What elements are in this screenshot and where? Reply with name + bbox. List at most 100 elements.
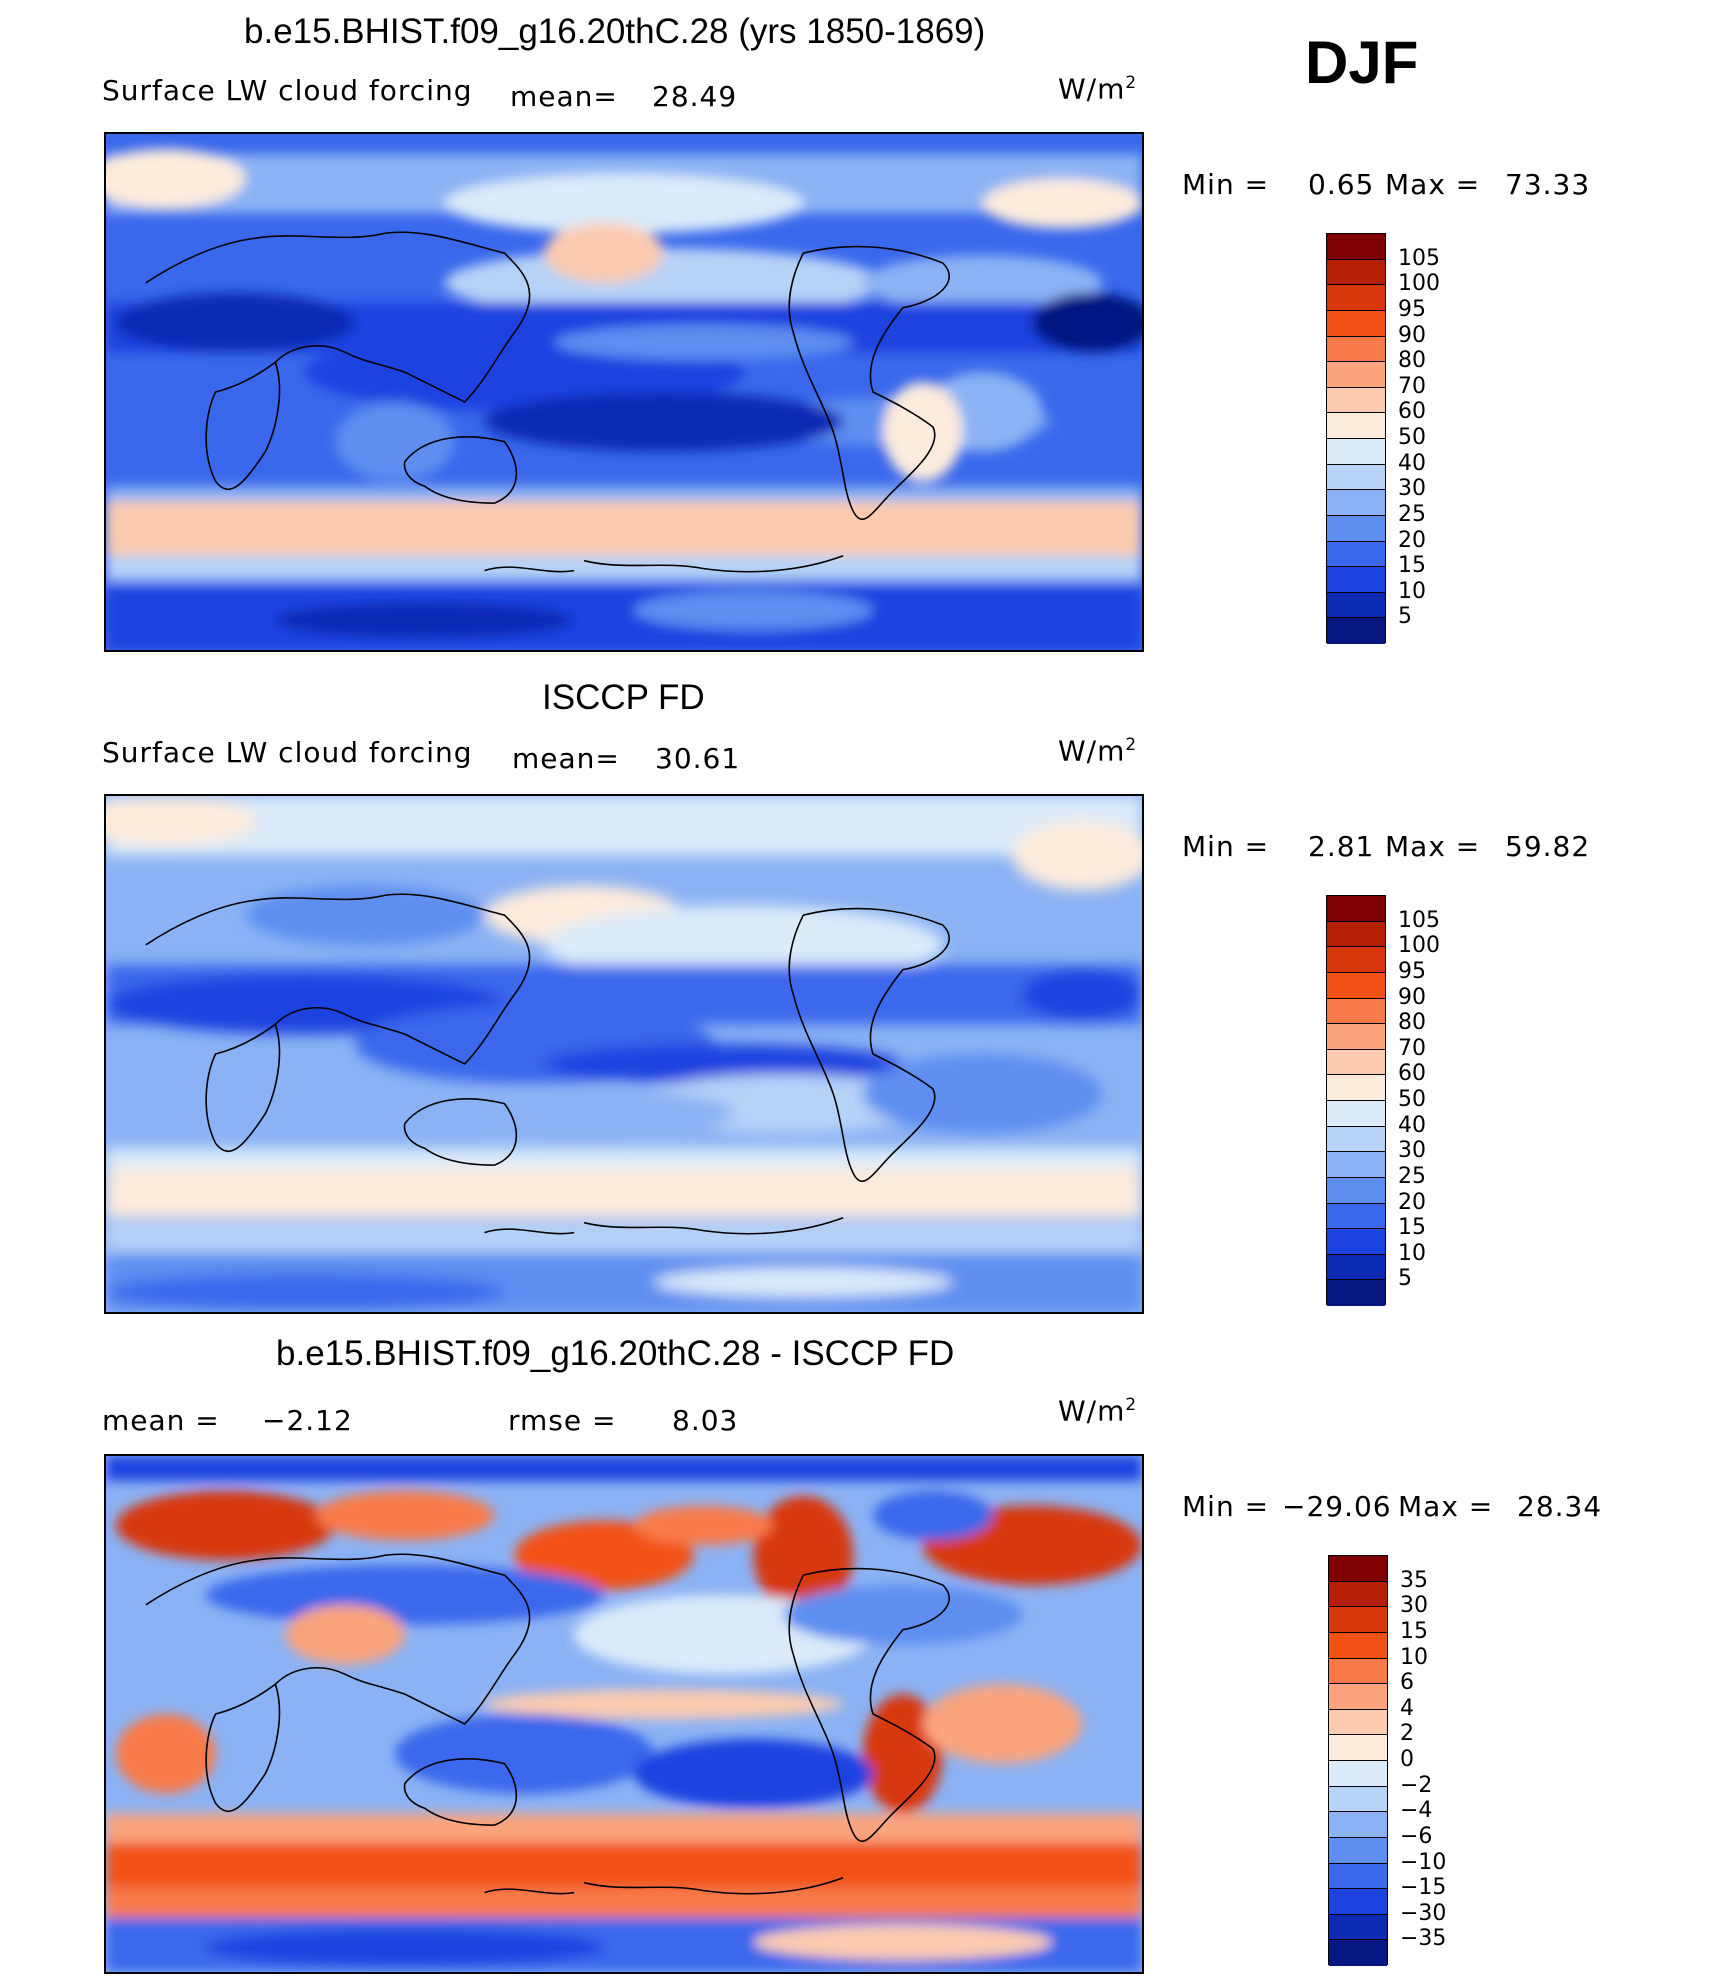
colorbar-tick-label: 25 — [1398, 501, 1426, 527]
colorbar-tick-label: 30 — [1398, 476, 1426, 502]
colorbar-tick-label: 95 — [1398, 958, 1426, 984]
colorbar-tick-label: 5 — [1398, 1266, 1412, 1292]
colorbar-tick-label: 100 — [1398, 933, 1440, 959]
season-label: DJF — [1305, 29, 1419, 96]
colorbar-segment — [1327, 592, 1385, 619]
colorbar-segment — [1327, 947, 1385, 973]
colorbar-segment — [1327, 336, 1385, 363]
panel-diff-min-label: Min = — [1182, 1490, 1270, 1523]
map-model-svg — [106, 134, 1142, 650]
panel-model-min-value: 0.65 — [1308, 168, 1375, 201]
colorbar-segment — [1327, 464, 1385, 491]
colorbar-segment — [1327, 896, 1385, 922]
colorbar-tick-label: 70 — [1398, 1035, 1426, 1061]
colorbar-segment — [1327, 285, 1385, 311]
colorbar-segment — [1327, 1254, 1385, 1281]
coastlines-model — [145, 231, 950, 573]
colorbar-segment — [1327, 1203, 1385, 1230]
colorbar-segment — [1327, 234, 1385, 260]
colorbar-tick-label: 40 — [1398, 1112, 1426, 1138]
panel-diff-rmse-label: rmse = — [508, 1404, 617, 1437]
panel-obs-map — [104, 794, 1144, 1314]
colorbar-segment — [1329, 1863, 1387, 1890]
panel-model-max-label: Max = — [1385, 168, 1481, 201]
colorbar-segment — [1329, 1837, 1387, 1864]
panel-obs-variable: Surface LW cloud forcing — [102, 736, 473, 769]
panel-model-units: W/m2 — [1058, 72, 1138, 106]
map-diff-svg — [106, 1456, 1142, 1972]
colorbar-segment — [1327, 541, 1385, 568]
colorbar-tick-label: 30 — [1398, 1138, 1426, 1164]
colorbar-tick-label: 15 — [1398, 1215, 1426, 1241]
colorbar-segment — [1327, 1152, 1385, 1178]
colorbar-segment — [1329, 1581, 1387, 1608]
colorbar-segment — [1327, 490, 1385, 516]
panel-diff-colorbar — [1328, 1555, 1388, 1966]
colorbar-tick-label: 35 — [1400, 1567, 1428, 1593]
panel-diff-mean-value: −2.12 — [262, 1404, 353, 1437]
colorbar-segment — [1327, 1177, 1385, 1204]
colorbar-tick-label: −30 — [1400, 1900, 1447, 1926]
colorbar-segment — [1327, 1229, 1385, 1255]
colorbar-tick-label: −4 — [1400, 1798, 1433, 1824]
colorbar-tick-label: 15 — [1400, 1618, 1428, 1644]
coastlines-diff — [145, 1553, 950, 1895]
colorbar-segment — [1327, 259, 1385, 286]
colorbar-segment — [1329, 1735, 1387, 1761]
colorbar-segment — [1329, 1786, 1387, 1813]
colorbar-tick-label: −2 — [1400, 1772, 1433, 1798]
panel-model-mean-label: mean= — [510, 80, 618, 113]
panel-diff-map — [104, 1454, 1144, 1974]
colorbar-segment — [1327, 387, 1385, 414]
colorbar-segment — [1327, 998, 1385, 1025]
colorbar-segment — [1329, 1658, 1387, 1685]
colorbar-tick-label: −35 — [1400, 1926, 1447, 1952]
panel-obs-colorbar — [1326, 895, 1386, 1306]
colorbar-segment — [1329, 1761, 1387, 1787]
panel-obs-max-label: Max = — [1385, 830, 1481, 863]
panel-obs-title: ISCCP FD — [542, 678, 705, 717]
colorbar-tick-label: 40 — [1398, 450, 1426, 476]
panel-model-variable: Surface LW cloud forcing — [102, 74, 473, 107]
colorbar-segment — [1327, 362, 1385, 388]
panel-diff-title: b.e15.BHIST.f09_g16.20thC.28 - ISCCP FD — [276, 1334, 955, 1373]
colorbar-segment — [1327, 413, 1385, 439]
colorbar-tick-label: −10 — [1400, 1849, 1447, 1875]
colorbar-tick-label: 95 — [1398, 296, 1426, 322]
colorbar-tick-label: 90 — [1398, 984, 1426, 1010]
colorbar-segment — [1327, 567, 1385, 593]
colorbar-tick-label: −15 — [1400, 1875, 1447, 1901]
colorbar-segment — [1329, 1709, 1387, 1736]
colorbar-segment — [1327, 1101, 1385, 1127]
colorbar-segment — [1327, 1024, 1385, 1050]
panel-diff-rmse-value: 8.03 — [672, 1404, 739, 1437]
colorbar-segment — [1329, 1812, 1387, 1838]
panel-obs-min-value: 2.81 — [1308, 830, 1375, 863]
colorbar-segment — [1329, 1914, 1387, 1941]
panel-diff-min-value: −29.06 — [1282, 1490, 1392, 1523]
panel-obs-mean-label: mean= — [512, 742, 620, 775]
map-obs-svg — [106, 796, 1142, 1312]
colorbar-tick-label: 105 — [1398, 907, 1440, 933]
colorbar-tick-label: 50 — [1398, 1087, 1426, 1112]
colorbar-segment — [1327, 515, 1385, 542]
panel-obs-mean-value: 30.61 — [655, 742, 741, 775]
panel-obs-min-label: Min = — [1182, 830, 1270, 863]
colorbar-tick-label: 80 — [1398, 1010, 1426, 1036]
panel-diff-mean-label: mean = — [102, 1404, 220, 1437]
colorbar-segment — [1327, 1126, 1385, 1153]
colorbar-tick-label: 20 — [1398, 1189, 1426, 1215]
panel-obs-units: W/m2 — [1058, 734, 1138, 768]
coastlines-obs — [145, 893, 950, 1235]
panel-obs-max-value: 59.82 — [1505, 830, 1591, 863]
panel-diff-max-value: 28.34 — [1517, 1490, 1603, 1523]
colorbar-tick-label: 6 — [1400, 1670, 1414, 1696]
colorbar-segment — [1329, 1940, 1387, 1966]
panel-diff-max-label: Max = — [1398, 1490, 1494, 1523]
panel-model-map — [104, 132, 1144, 652]
colorbar-segment — [1327, 1075, 1385, 1101]
colorbar-segment — [1327, 618, 1385, 644]
colorbar-tick-label: 105 — [1398, 245, 1440, 271]
colorbar-segment — [1329, 1889, 1387, 1915]
colorbar-tick-label: 30 — [1400, 1593, 1428, 1619]
